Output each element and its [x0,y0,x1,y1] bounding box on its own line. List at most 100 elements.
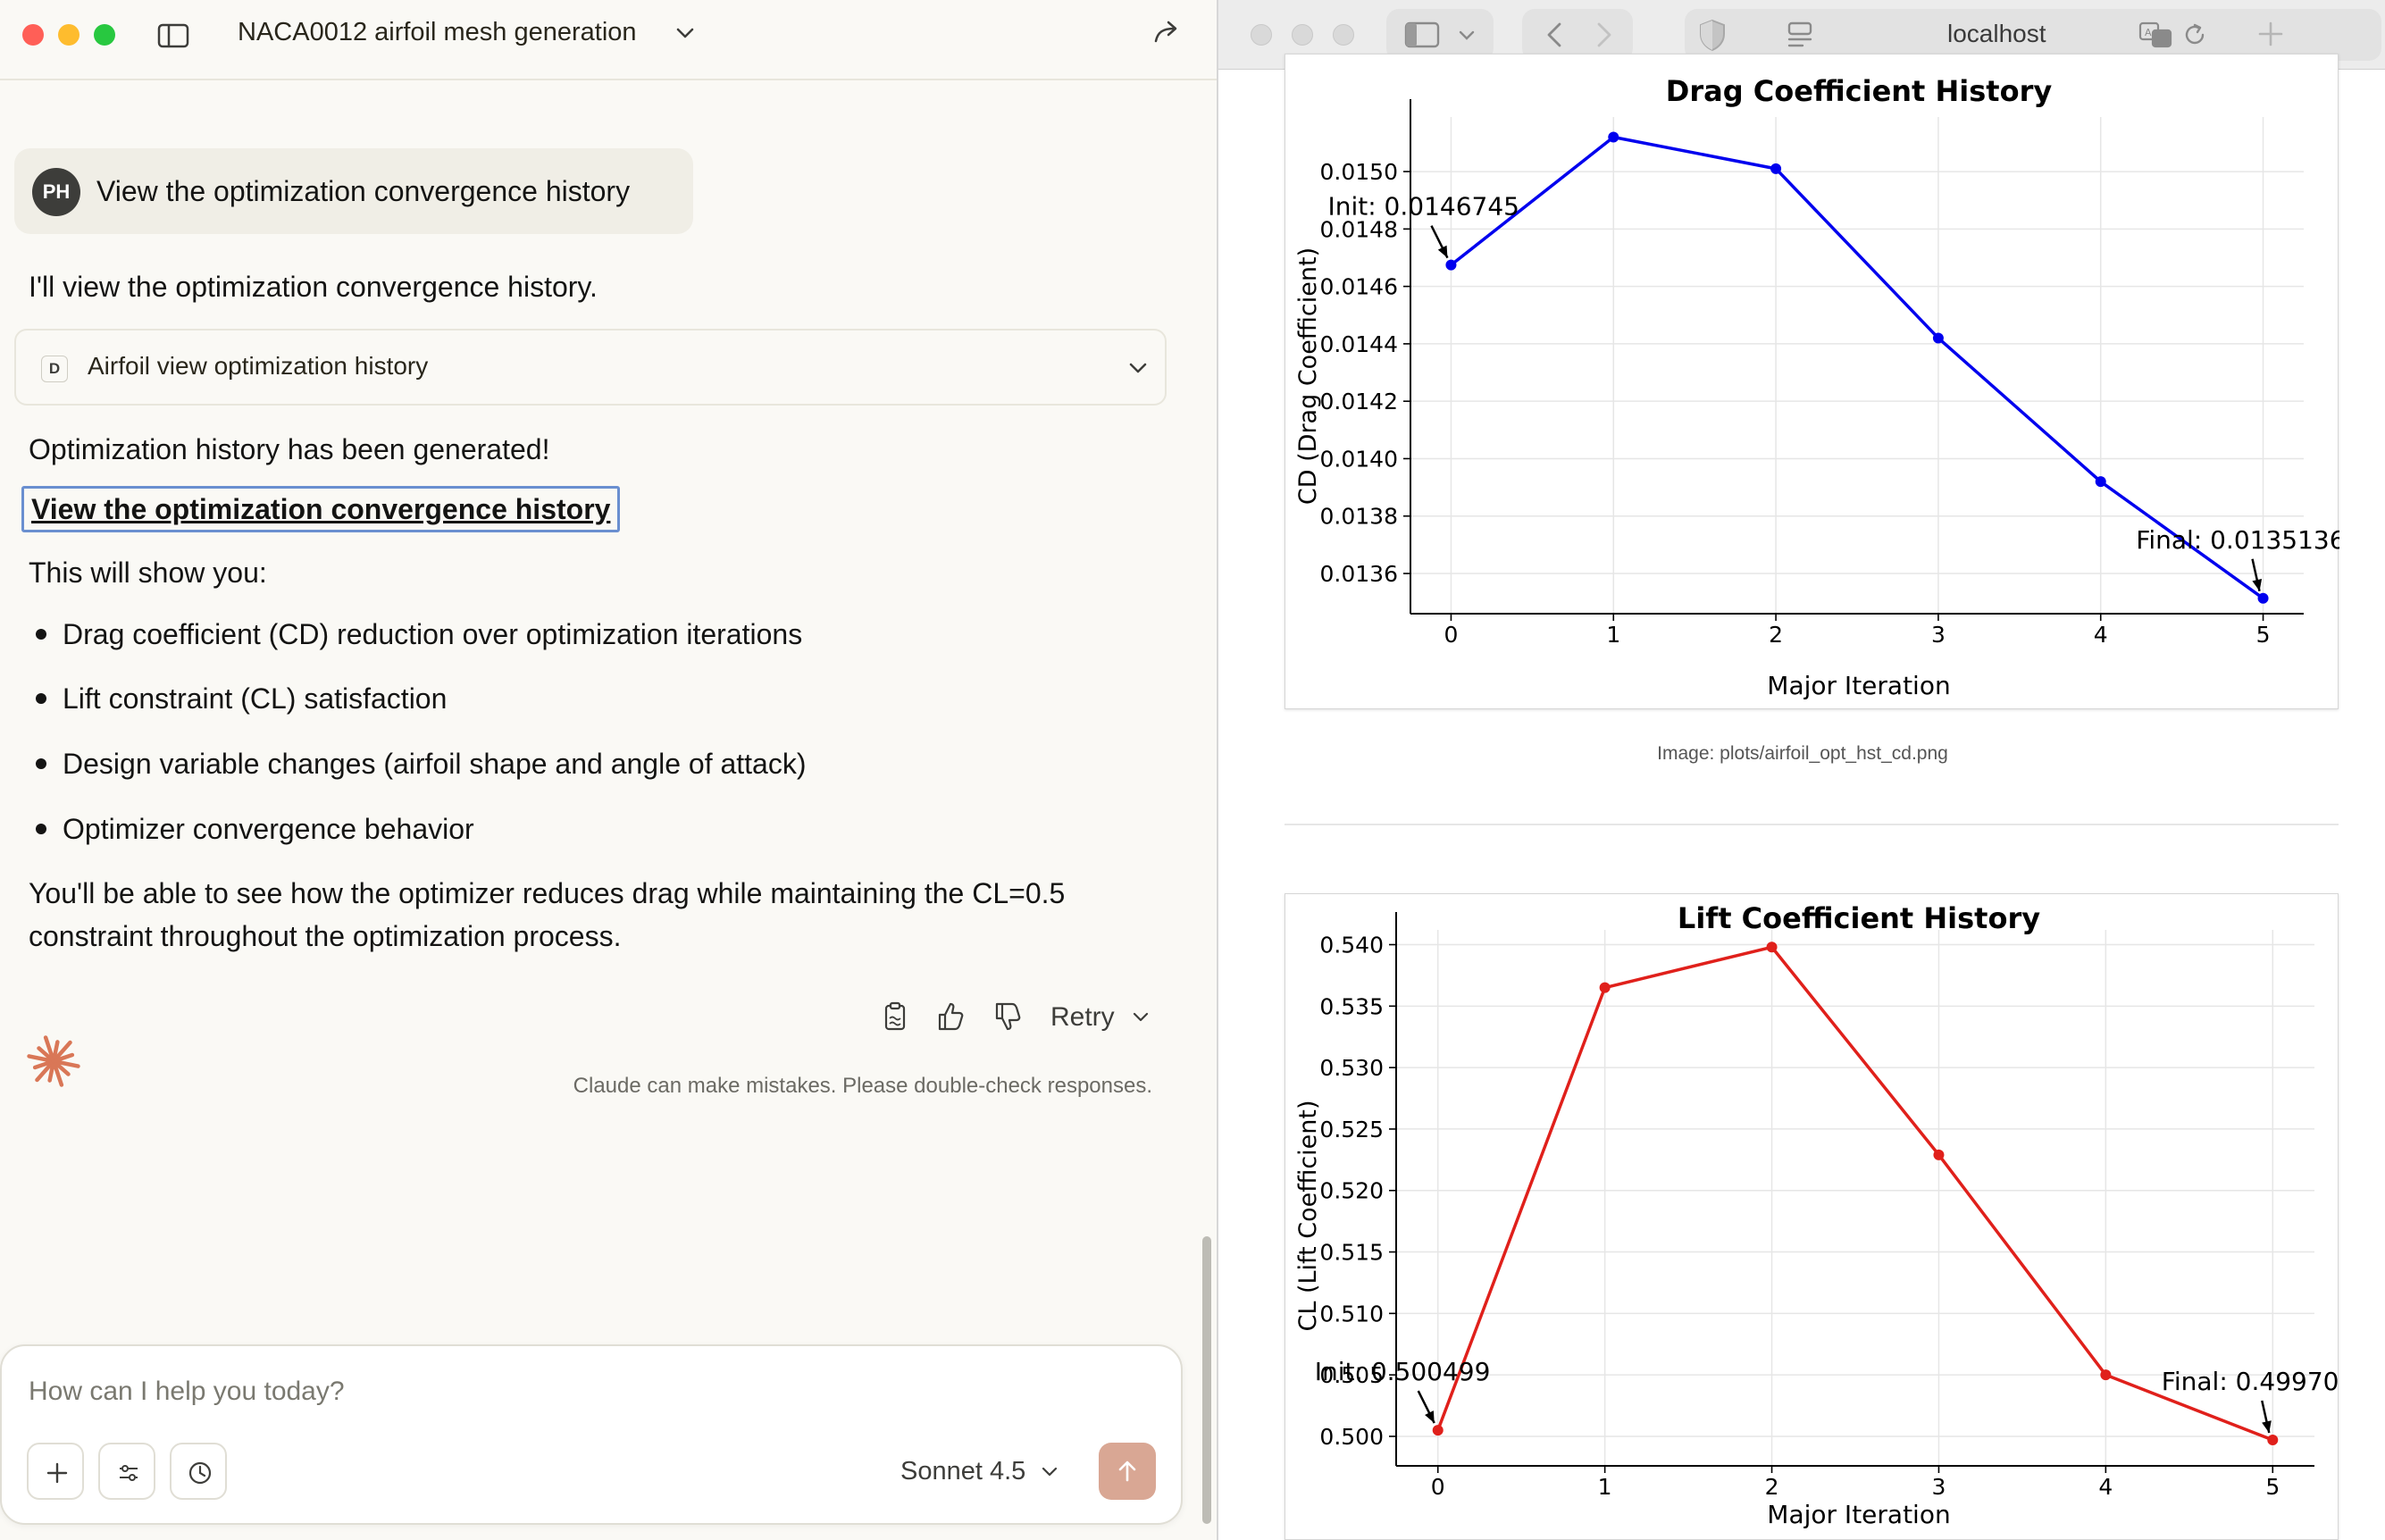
thumbs-down-icon[interactable] [990,999,1025,1034]
back-icon[interactable] [1542,20,1569,50]
url-text[interactable]: localhost [1947,20,2046,47]
y-tick-label: 0.0138 [1320,504,1398,530]
convergence-history-link[interactable]: View the optimization convergence histor… [31,493,611,525]
x-axis-label: Major Iteration [1767,671,1950,700]
x-tick-label: 5 [2265,1474,2280,1500]
sidebar-toggle-icon[interactable] [157,22,189,49]
x-tick-label: 1 [1598,1474,1612,1500]
forward-icon[interactable] [1590,20,1617,50]
avatar: PH [32,168,80,216]
assistant-closing: You'll be able to see how the optimizer … [29,877,1066,952]
data-point [1932,332,1944,344]
shield-icon[interactable] [1697,18,1728,52]
data-point [1933,1149,1945,1160]
list-item: Optimizer convergence behavior [36,813,474,846]
y-tick-label: 0.0140 [1320,446,1398,472]
y-tick-label: 0.0144 [1320,331,1398,357]
y-tick-label: 0.535 [1319,993,1384,1019]
send-button[interactable] [1099,1443,1156,1500]
y-tick-label: 0.500 [1319,1424,1384,1450]
chevron-down-icon[interactable] [1038,1460,1061,1484]
x-tick-label: 3 [1931,622,1946,648]
history-button[interactable] [170,1443,227,1500]
thumbs-up-icon[interactable] [933,999,968,1034]
x-tick-label: 2 [1769,622,1783,648]
list-item-text: Design variable changes (airfoil shape a… [63,748,807,780]
list-item: Drag coefficient (CD) reduction over opt… [36,618,802,651]
annotation-arrowhead [1425,1410,1435,1424]
convergence-link-focus[interactable]: View the optimization convergence histor… [21,486,621,532]
y-axis-label: CL (Lift Coefficient) [1294,1100,1322,1331]
chevron-down-icon[interactable] [1129,1006,1152,1029]
chevron-down-icon[interactable] [1124,354,1152,382]
data-point [2095,476,2106,488]
bullet-dot [36,692,46,704]
annotation-arrowhead [2262,1420,2272,1434]
copy-icon[interactable] [877,999,913,1034]
model-selector[interactable]: Sonnet 4.5 [900,1457,1026,1486]
y-tick-label: 0.0150 [1320,159,1398,185]
y-tick-label: 0.0142 [1320,389,1398,414]
share-icon[interactable] [1151,16,1183,48]
chart-title: Drag Coefficient History [1666,74,2053,108]
tool-call-card[interactable]: D Airfoil view optimization history [14,329,1167,406]
minimize-window-button[interactable] [58,24,80,46]
data-point [1766,942,1778,953]
reload-icon[interactable] [2180,20,2210,50]
annotation-label: Final: 0.0135136 [2136,525,2339,555]
zoom-window-button[interactable] [1333,24,1354,46]
image-caption: Image: plots/airfoil_opt_hst_cd.png [1657,743,1948,764]
x-tick-label: 4 [2098,1474,2113,1500]
plus-icon [46,1462,68,1484]
disclaimer: Claude can make mistakes. Please double-… [573,1074,1152,1098]
tool-call-label: Airfoil view optimization history [88,352,429,380]
retry-button[interactable]: Retry [1050,1002,1115,1032]
clock-icon [188,1461,212,1485]
x-tick-label: 0 [1431,1474,1445,1500]
composer[interactable]: How can I help you today? Sonnet 4.5 [0,1344,1183,1525]
chevron-down-icon[interactable] [1456,25,1477,46]
x-axis-label: Major Iteration [1767,1500,1950,1529]
sliders-icon [120,1465,138,1481]
scrollbar[interactable] [1202,1236,1211,1524]
chart-title: Lift Coefficient History [1678,901,2040,935]
sidebar-icon[interactable] [1404,21,1440,48]
zoom-window-button[interactable] [94,24,115,46]
tools-button[interactable] [98,1443,155,1500]
bullet-dot [36,757,46,769]
assistant-status: Optimization history has been generated! [29,433,550,465]
reader-icon[interactable] [1785,20,1815,50]
x-tick-label: 4 [2094,622,2108,648]
drag-coefficient-chart: Drag Coefficient History Major Iteration… [1294,74,2346,700]
lift-plot-card: Lift Coefficient History Major Iteration… [1285,893,2355,1540]
chat-input[interactable]: How can I help you today? [29,1377,345,1406]
assistant-intro: I'll view the optimization convergence h… [29,271,598,303]
list-item: Design variable changes (airfoil shape a… [36,748,807,781]
new-tab-icon[interactable] [2255,18,2287,50]
bullet-dot [36,823,46,834]
y-tick-label: 0.505 [1319,1362,1384,1388]
y-tick-label: 0.540 [1319,933,1384,958]
translate-icon[interactable]: A [2138,20,2174,50]
x-tick-label: 1 [1606,622,1620,648]
annotation-label: Final: 0.499705 [2162,1367,2339,1396]
y-tick-label: 0.510 [1319,1301,1384,1327]
add-button[interactable] [27,1443,84,1500]
annotation-label: Init: 0.0146745 [1327,192,1519,222]
x-tick-label: 5 [2256,622,2271,648]
x-tick-label: 2 [1765,1474,1779,1500]
chevron-down-icon[interactable] [672,20,699,46]
svg-text:A: A [2145,27,2152,38]
list-item-text: Optimizer convergence behavior [63,813,474,845]
sidebar-pill[interactable] [1386,9,1494,61]
x-tick-label: 3 [1932,1474,1946,1500]
annotation-label: Init: 0.500499 [1315,1357,1491,1386]
claude-spark-icon [27,1035,80,1087]
minimize-window-button[interactable] [1292,24,1313,46]
close-window-button[interactable] [22,24,44,46]
close-window-button[interactable] [1251,24,1272,46]
y-axis-label: CD (Drag Coefficient) [1294,247,1322,505]
conversation-title[interactable]: NACA0012 airfoil mesh generation [238,18,637,46]
y-tick-label: 0.0136 [1320,561,1398,587]
shows-intro: This will show you: [29,557,267,589]
